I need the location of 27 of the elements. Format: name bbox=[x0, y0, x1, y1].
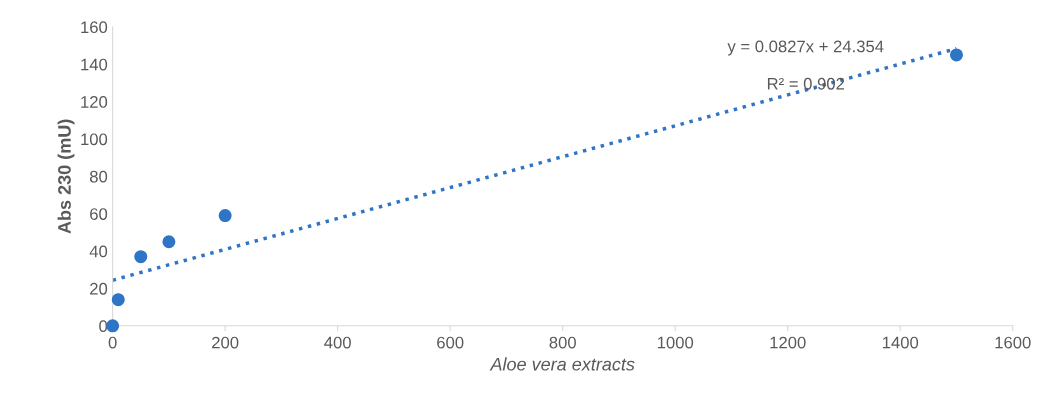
point bbox=[162, 235, 176, 249]
point bbox=[949, 48, 964, 62]
y-tick-label: 20 bbox=[90, 282, 108, 295]
x-axis-title: Aloe vera extracts bbox=[489, 357, 635, 371]
point bbox=[106, 319, 120, 333]
y-tick-label: 40 bbox=[89, 245, 108, 258]
x-tick-label: 400 bbox=[324, 336, 351, 349]
y-tick-label: 160 bbox=[81, 21, 108, 34]
x-tick-label: 0 bbox=[108, 336, 117, 349]
x-tick-label: 600 bbox=[437, 336, 464, 349]
x-tick-label: 200 bbox=[212, 336, 239, 349]
x-tick-label: 1600 bbox=[995, 336, 1031, 349]
y-tick-label: 0 bbox=[99, 320, 108, 333]
x-tick-label: 1200 bbox=[770, 336, 806, 349]
y-tick-label: 100 bbox=[81, 133, 108, 146]
annotation: y = 0.0827x + 24.354 bbox=[727, 40, 884, 56]
y-tick-label: 140 bbox=[81, 58, 108, 71]
point bbox=[134, 250, 148, 264]
point bbox=[111, 293, 125, 307]
y-tick-label: 80 bbox=[89, 170, 108, 183]
x-tick-label: 800 bbox=[549, 336, 576, 349]
y-tick-label: 120 bbox=[81, 96, 108, 108]
y-axis-title: Abs 230 (mU) bbox=[57, 119, 75, 234]
y-tick-label: 60 bbox=[90, 208, 108, 220]
x-tick-label: 1000 bbox=[657, 336, 694, 349]
x-tick-label: 1400 bbox=[882, 336, 919, 349]
point bbox=[218, 209, 232, 223]
